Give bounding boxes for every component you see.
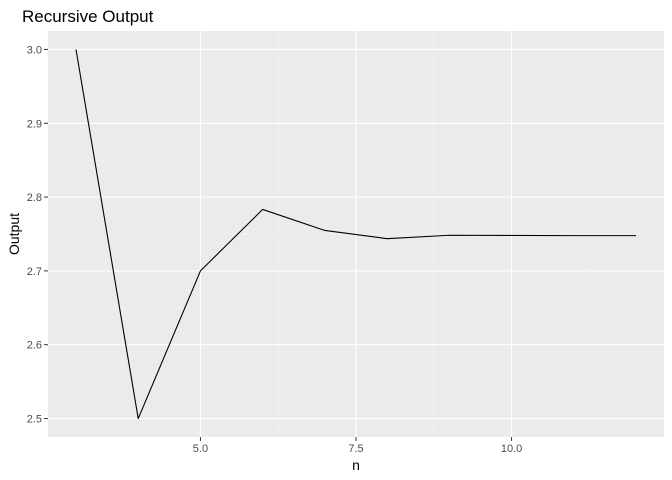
x-axis-title: n bbox=[352, 457, 360, 473]
y-tick-label: 3.0 bbox=[27, 44, 42, 56]
y-axis: 2.5 2.6 2.7 2.8 2.9 3.0 bbox=[27, 44, 48, 426]
series-line-0 bbox=[75, 49, 636, 420]
x-tick-label: 5.0 bbox=[193, 443, 208, 455]
y-tick-label: 2.6 bbox=[27, 340, 42, 352]
y-tick-label: 2.7 bbox=[27, 266, 42, 278]
y-axis-title: Output bbox=[6, 213, 22, 255]
grid-major bbox=[48, 31, 664, 437]
x-tick-label: 7.5 bbox=[348, 443, 363, 455]
chart-title: Recursive Output bbox=[22, 7, 154, 26]
y-tick-label: 2.5 bbox=[27, 414, 42, 426]
x-axis: 5.0 7.5 10.0 bbox=[193, 437, 522, 455]
y-tick-label: 2.9 bbox=[27, 118, 42, 130]
series-layer bbox=[75, 49, 636, 420]
x-tick-label: 10.0 bbox=[501, 443, 522, 455]
y-tick-label: 2.8 bbox=[27, 192, 42, 204]
